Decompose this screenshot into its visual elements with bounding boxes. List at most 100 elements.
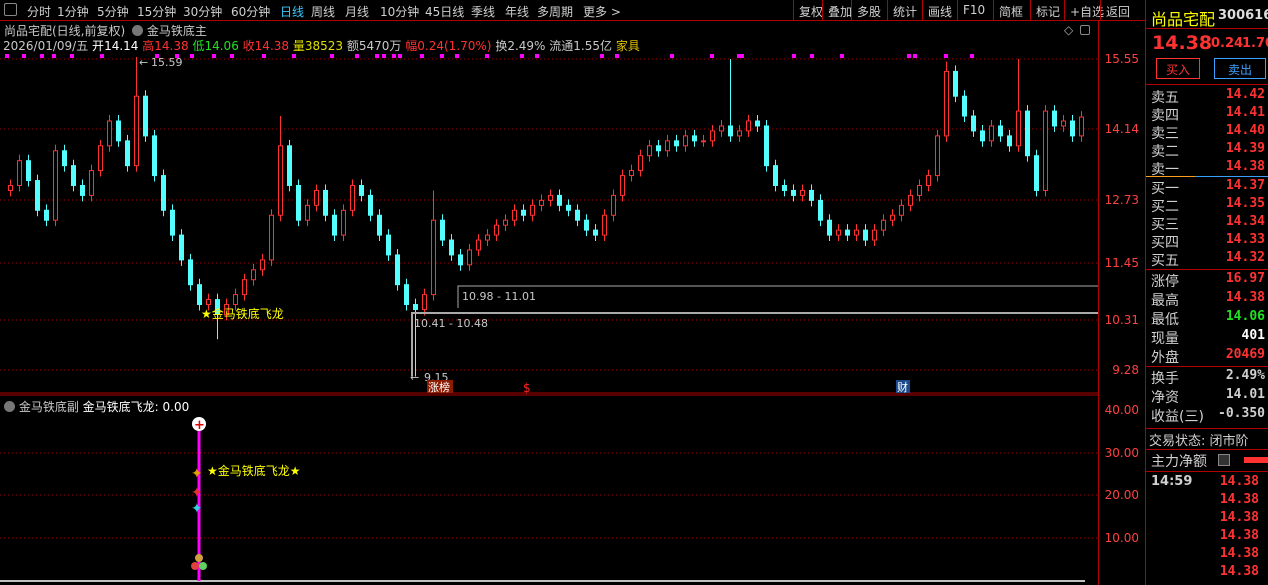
indicator-tick-label: 10.00 [1104,531,1139,545]
range-line[interactable] [411,312,1098,376]
signal-dot [670,54,674,58]
toolbar-action-button[interactable]: 叠加 [822,0,857,20]
candle [899,199,904,222]
candle-body [413,304,418,310]
candle [701,134,706,147]
quote-panel: 尚品宅配 300616 14.38 0.24 1.70 买入 卖出 卖五 14.4… [1146,0,1268,585]
range-label: 10.41 - 10.48 [414,317,488,330]
period-tab[interactable]: 15分钟 [137,5,177,19]
quote-row-value: 14.06 [1225,309,1265,324]
badge-bg [427,380,453,393]
candle [449,234,454,261]
quote-row: 买一 14.37 [1151,178,1265,197]
badge-bg [896,380,910,393]
candle-body [53,150,58,221]
ball-icon [195,554,203,562]
period-tab[interactable]: 30分钟 [183,5,223,19]
indicator-dropdown-icon[interactable] [4,401,15,412]
candle [854,224,859,242]
quote-open-label: 开 [92,39,105,53]
period-tab[interactable]: 更多 > [583,5,621,19]
candle [242,273,247,301]
diamond-icon[interactable]: ◇ [1064,23,1074,37]
toolbar-action-button[interactable]: 返回 [1100,0,1135,20]
panel-toggle-icon[interactable] [1080,25,1090,35]
candle-body [1034,155,1039,191]
period-tab[interactable]: 分时 [27,5,52,19]
indicator-name[interactable]: 金马铁底主 [146,24,207,38]
candle-body [926,175,931,186]
candle-body [278,145,283,216]
quote-row: 最高 14.38 [1151,290,1265,309]
quote-row-value: 14.33 [1225,232,1265,247]
quote-row: 外盘 20469 [1151,347,1265,366]
candle [530,199,535,222]
candle [692,129,697,147]
price-pct: 1.70 [1242,36,1268,51]
quote-row: 收益(三) -0.350 [1151,406,1265,425]
candle-body [575,209,580,221]
tick-price: 14.38 [1219,474,1259,489]
candle-body [692,135,697,142]
candle [503,214,508,232]
quote-row: 买二 14.35 [1151,196,1265,215]
period-tab[interactable]: 45日线 [425,5,465,19]
candle [494,219,499,242]
period-tab[interactable]: 1分钟 [57,5,89,19]
quote-row-value: 14.34 [1225,214,1265,229]
quote-row-label: 外盘 [1151,350,1179,366]
period-tab[interactable]: 月线 [345,5,370,19]
candle-body [449,239,454,256]
candle [881,214,886,237]
period-tab[interactable]: 10分钟 [380,5,420,19]
sub-indicator-name[interactable]: 金马铁底副 [18,400,79,414]
signal-dot [230,54,234,58]
toolbar-action-button[interactable]: 标记 [1030,0,1065,20]
tick-row: 14.38 [1151,492,1265,510]
period-tab[interactable]: 年线 [505,5,530,19]
buy-button[interactable]: 买入 [1156,58,1200,79]
range-line[interactable] [457,285,1098,308]
quote-row: 卖一 14.38 [1151,159,1265,178]
period-tab[interactable]: 5分钟 [97,5,129,19]
period-tab[interactable]: 60分钟 [231,5,271,19]
quote-row-value: 14.38 [1225,290,1265,305]
quote-row-value: 14.41 [1225,105,1265,120]
toolbar-action-button[interactable]: 画线 [922,0,957,20]
quote-row-label: 收益(三) [1151,409,1204,425]
toolbar-action-button[interactable]: +自选 [1064,0,1109,20]
period-tab[interactable]: 多周期 [537,5,574,19]
candle [845,224,850,242]
candle [251,263,256,286]
list-icon[interactable] [1218,454,1230,466]
candle [791,184,796,202]
candle-body [854,229,859,236]
candle [386,229,391,261]
candle [836,224,841,242]
indicator-tick-label: 20.00 [1104,488,1139,502]
period-tab[interactable]: 季线 [471,5,496,19]
candle [1079,111,1084,142]
tick-price: 14.38 [1219,564,1259,579]
signal-dot [970,54,974,58]
plus-circle-icon [192,417,206,431]
toolbar-action-button[interactable]: 统计 [887,0,922,20]
toolbar-action-button[interactable]: 多股 [851,0,886,20]
toolbar-action-button[interactable]: F10 [957,0,990,20]
candle-body [800,189,805,196]
indicator-dropdown-icon[interactable] [132,25,144,36]
toolbar-action-button[interactable]: 复权 [793,0,828,20]
quote-sector[interactable]: 家具 [615,39,640,53]
candle [953,65,958,103]
toolbar-action-button[interactable]: 简框 [993,0,1028,20]
quote-row-label: 卖一 [1151,162,1179,178]
tick-price: 14.38 [1219,492,1259,507]
period-tab[interactable]: 周线 [311,5,336,19]
signal-dot [535,54,539,58]
period-tab[interactable]: 日线 [280,5,305,19]
panel-toggle-icon[interactable] [4,3,17,16]
sell-button[interactable]: 卖出 [1214,58,1266,79]
candle-body [620,175,625,196]
signal-dot [455,54,459,58]
